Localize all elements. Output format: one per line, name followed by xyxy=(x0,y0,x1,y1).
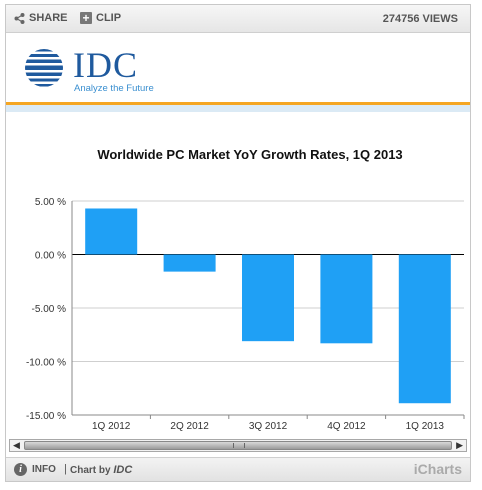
scrollbar-grip-icon xyxy=(233,443,245,448)
orange-divider xyxy=(6,102,470,105)
x-tick-label: 3Q 2012 xyxy=(249,421,288,432)
info-label[interactable]: INFO xyxy=(32,464,56,475)
bar-1 xyxy=(85,208,138,255)
y-tick-label: -10.00 % xyxy=(26,358,66,369)
y-tick-label: 0.00 % xyxy=(35,251,66,262)
bar-5 xyxy=(398,254,451,404)
bar-3 xyxy=(242,254,294,342)
y-tick-label: -5.00 % xyxy=(32,304,67,315)
share-label: SHARE xyxy=(29,12,68,24)
share-icon xyxy=(14,12,25,24)
chart-widget: SHARE + CLIP 274756 VIEWS IDC Analyze th… xyxy=(5,4,471,482)
logo-tagline: Analyze the Future xyxy=(74,83,154,94)
y-tick-label: 5.00 % xyxy=(35,197,66,208)
chart-by-prefix: Chart by xyxy=(70,465,111,476)
idc-globe-logo-icon xyxy=(25,49,63,87)
plus-icon: + xyxy=(80,12,92,24)
icharts-brand-link[interactable]: iCharts xyxy=(413,461,462,477)
logo-area: IDC Analyze the Future xyxy=(6,34,470,102)
bottom-toolbar: i INFO | Chart by IDC iCharts xyxy=(6,457,470,481)
clip-button[interactable]: + CLIP xyxy=(80,12,121,24)
x-tick-label: 4Q 2012 xyxy=(327,421,366,432)
view-count: 274756 VIEWS xyxy=(382,13,458,25)
chart-by-brand: IDC xyxy=(113,464,133,476)
scroll-right-arrow-icon[interactable]: ▶ xyxy=(456,440,463,450)
x-tick-label: 1Q 2013 xyxy=(406,421,445,432)
logo-wordmark: IDC xyxy=(73,45,138,85)
bar-4 xyxy=(320,254,373,344)
share-button[interactable]: SHARE xyxy=(14,12,68,24)
blue-divider xyxy=(6,105,470,112)
bar-chart: 5.00 % 0.00 % -5.00 % -10.00 % -15.00 % 1Q 20… xyxy=(26,197,465,432)
y-tick-label: -15.00 % xyxy=(26,411,66,422)
x-tick-label: 1Q 2012 xyxy=(92,421,131,432)
bar-2 xyxy=(163,254,216,272)
horizontal-scrollbar[interactable]: ◀ ▶ xyxy=(9,439,467,452)
clip-label: CLIP xyxy=(96,12,122,24)
chart-title: Worldwide PC Market YoY Growth Rates, 1Q… xyxy=(97,147,403,162)
chart-by-credit: Chart by IDC xyxy=(70,464,132,476)
top-toolbar: SHARE + CLIP 274756 VIEWS xyxy=(6,5,470,33)
info-icon[interactable]: i xyxy=(14,463,27,476)
scroll-left-arrow-icon[interactable]: ◀ xyxy=(13,440,20,450)
footer-separator: | xyxy=(64,463,67,475)
scrollbar-thumb[interactable] xyxy=(24,441,452,450)
x-tick-label: 2Q 2012 xyxy=(170,421,209,432)
